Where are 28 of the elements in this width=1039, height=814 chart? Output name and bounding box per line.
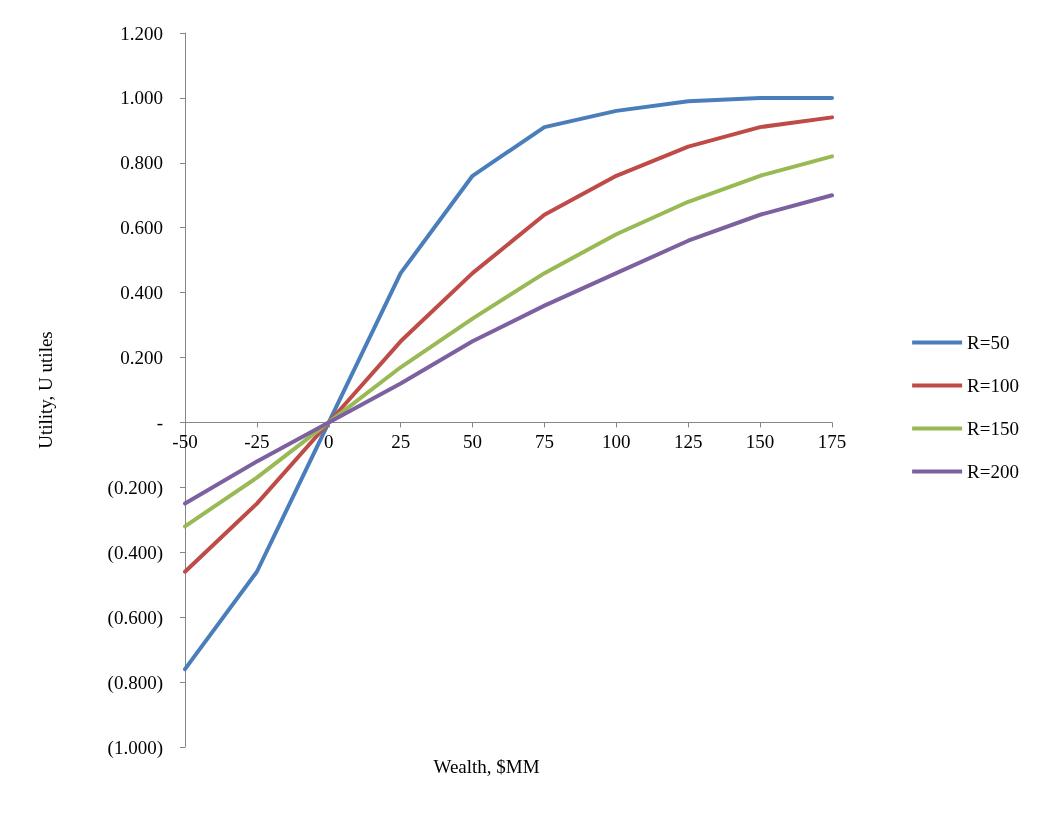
y-axis-title: Utility, U utiles <box>35 331 56 449</box>
y-tick-label: (0.600) <box>107 606 163 629</box>
y-tick-label: 0.600 <box>120 217 163 239</box>
y-tick-label: - <box>156 411 163 433</box>
legend-label: R=150 <box>967 418 1019 439</box>
y-tick-label: 1.200 <box>120 22 163 44</box>
x-tick-label: 50 <box>463 431 483 453</box>
y-tick-label: (0.200) <box>107 476 163 499</box>
x-tick-label: 175 <box>817 431 847 453</box>
x-tick-label: 25 <box>391 431 411 453</box>
legend-label: R=200 <box>967 461 1019 482</box>
x-tick-label: 100 <box>602 431 631 453</box>
x-tick-label: 125 <box>673 431 703 453</box>
y-tick-label: (0.800) <box>107 671 163 694</box>
x-tick-label: 75 <box>534 431 554 453</box>
x-axis-title: Wealth, $MM <box>433 756 540 777</box>
legend-label: R=100 <box>967 375 1019 396</box>
y-tick-label: 0.400 <box>120 282 163 304</box>
legend-label: R=50 <box>967 332 1010 353</box>
x-tick-label: 0 <box>324 431 334 453</box>
x-tick-label: 150 <box>745 431 775 453</box>
y-tick-label: (0.400) <box>107 541 163 564</box>
x-tick-label: -50 <box>172 431 198 453</box>
y-tick-label: (1.000) <box>107 736 163 759</box>
y-tick-label: 1.000 <box>120 87 163 109</box>
y-tick-label: 0.200 <box>120 347 163 369</box>
x-tick-label: -25 <box>244 431 270 453</box>
y-tick-label: 0.800 <box>120 152 163 174</box>
